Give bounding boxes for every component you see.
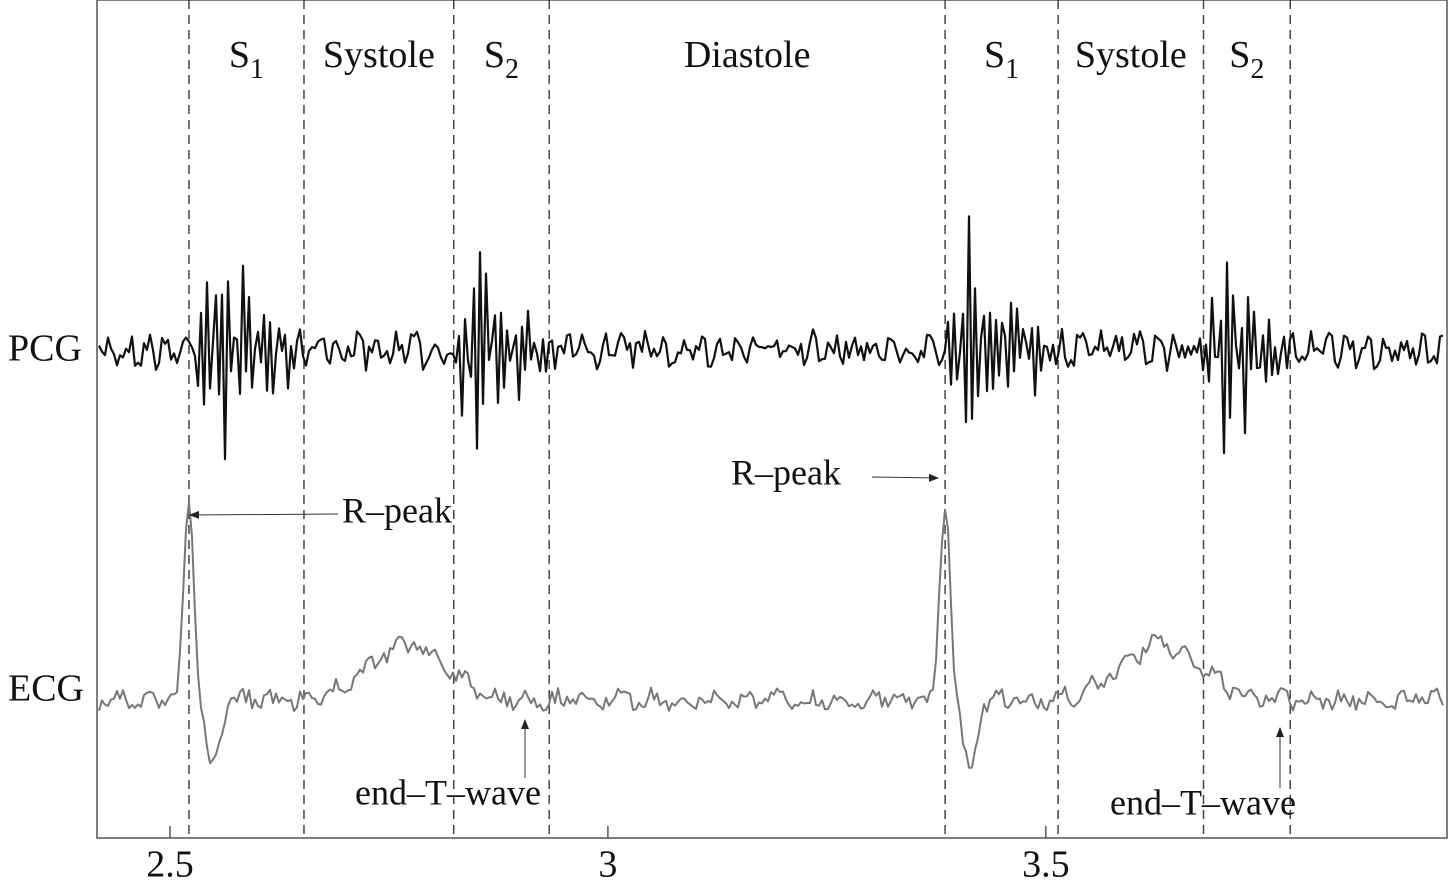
segment-label-sub: 1 <box>250 54 264 85</box>
annotation: R–peak <box>731 452 841 492</box>
segment-label-sub: 2 <box>505 54 519 85</box>
segment-label: S1 <box>229 34 264 86</box>
pcg-label: PCG <box>8 328 82 370</box>
plot-frame <box>96 0 1448 839</box>
annotation-arrow <box>189 510 339 519</box>
segment-label-main: S <box>484 34 505 76</box>
x-tick-label: 3.5 <box>1022 844 1070 886</box>
annotation: end–T–wave <box>355 772 541 812</box>
segment-label: S2 <box>484 34 519 86</box>
segment-label-sub: 2 <box>1250 54 1264 85</box>
x-tick-label: 3 <box>598 844 617 886</box>
segment-label-main: Systole <box>323 34 435 76</box>
annotation-arrow <box>871 473 939 482</box>
ecg-waveform <box>98 501 1444 769</box>
annotation: R–peak <box>342 490 452 530</box>
segment-label: S1 <box>984 34 1019 86</box>
segment-label: Systole <box>323 34 435 76</box>
segment-label: Systole <box>1075 34 1187 76</box>
segment-label-sub: 1 <box>1005 54 1019 85</box>
annotation: end–T–wave <box>1110 782 1296 822</box>
segment-label: S2 <box>1229 34 1264 86</box>
ecg-label: ECG <box>8 668 84 710</box>
x-tick-label: 2.5 <box>146 844 194 886</box>
segment-label-main: S <box>984 34 1005 76</box>
segment-label-main: Systole <box>1075 34 1187 76</box>
segment-label-main: S <box>229 34 250 76</box>
segment-label: Diastole <box>684 34 811 76</box>
segment-label-main: Diastole <box>684 34 811 76</box>
pcg-waveform <box>98 215 1444 461</box>
segment-label-main: S <box>1229 34 1250 76</box>
